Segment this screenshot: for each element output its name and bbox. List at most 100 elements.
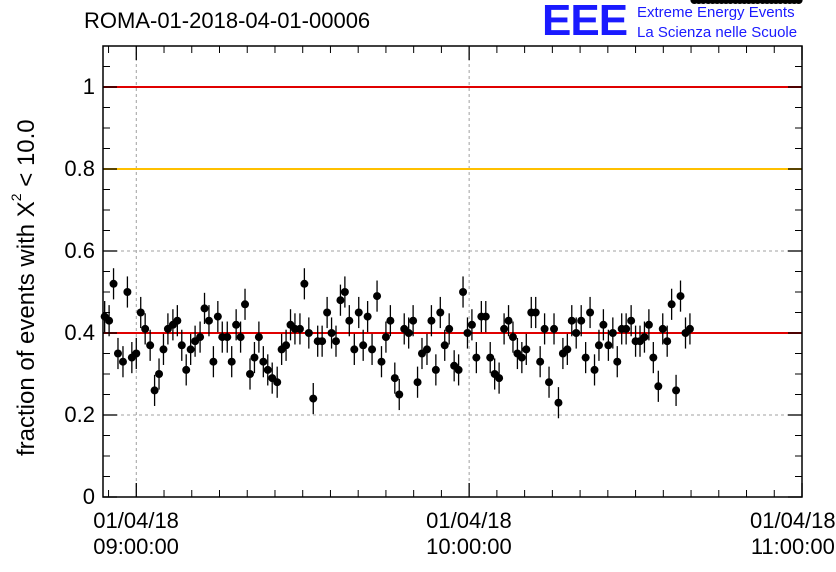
data-point xyxy=(504,305,513,337)
marker xyxy=(123,288,132,296)
data-point xyxy=(608,317,617,349)
data-point xyxy=(517,342,526,374)
marker xyxy=(223,333,232,342)
data-point xyxy=(246,358,255,390)
axis-ticks xyxy=(103,46,803,498)
marker xyxy=(377,357,386,366)
data-point xyxy=(431,354,440,386)
data-point xyxy=(454,354,463,386)
data-point xyxy=(563,333,572,365)
data-point xyxy=(594,329,603,361)
data-point xyxy=(472,342,481,374)
data-point xyxy=(236,321,245,353)
marker xyxy=(373,292,382,301)
data-point xyxy=(282,329,291,361)
marker xyxy=(594,341,603,350)
marker xyxy=(390,374,399,383)
data-point xyxy=(304,317,313,349)
data-point xyxy=(232,309,241,341)
data-point xyxy=(440,329,449,361)
marker xyxy=(581,353,590,362)
marker xyxy=(263,365,272,374)
marker xyxy=(213,312,222,321)
marker xyxy=(105,316,114,325)
marker xyxy=(422,345,431,354)
marker xyxy=(500,324,509,333)
marker xyxy=(146,341,155,350)
x-tick-label: 01/04/18 11:00:00 xyxy=(750,508,836,560)
marker xyxy=(200,304,209,313)
data-point xyxy=(481,301,490,333)
data-point xyxy=(540,313,549,345)
y-tick-label: 0 xyxy=(82,484,95,509)
data-point xyxy=(318,325,327,357)
data-point xyxy=(513,337,522,370)
data-point xyxy=(567,305,576,337)
marker xyxy=(572,329,581,337)
data-point xyxy=(554,387,563,419)
reference-lines xyxy=(103,86,802,334)
y-tick-label: 1 xyxy=(82,74,95,99)
data-point xyxy=(658,313,667,345)
marker xyxy=(118,357,127,366)
marker xyxy=(436,308,445,317)
logo-line-2: La Scienza nelle Scuole xyxy=(637,24,798,41)
data-point xyxy=(286,309,295,341)
marker xyxy=(640,333,649,342)
marker xyxy=(604,341,613,350)
x-tick-label: 01/04/18 10:00:00 xyxy=(426,508,512,560)
marker xyxy=(209,357,218,366)
data-point xyxy=(196,321,205,353)
data-point xyxy=(209,346,218,378)
data-point xyxy=(667,288,676,320)
data-point xyxy=(599,309,608,341)
data-point xyxy=(105,305,114,337)
data-point xyxy=(500,313,509,345)
x-tick-date: 01/04/18 xyxy=(426,508,512,533)
marker xyxy=(282,341,291,350)
data-point xyxy=(417,337,426,370)
data-point xyxy=(794,0,803,4)
data-point xyxy=(636,325,645,357)
marker xyxy=(250,353,259,362)
marker xyxy=(540,324,549,333)
marker xyxy=(599,320,608,329)
data-point xyxy=(604,329,613,361)
grid-lines xyxy=(103,46,803,497)
data-point xyxy=(467,309,476,341)
marker xyxy=(295,324,304,333)
marker xyxy=(150,386,159,395)
marker xyxy=(309,394,318,403)
marker xyxy=(113,349,122,358)
marker xyxy=(545,378,554,387)
marker xyxy=(413,378,422,387)
marker xyxy=(676,292,685,301)
data-point xyxy=(295,313,304,345)
marker xyxy=(232,320,241,329)
marker xyxy=(327,329,336,337)
marker xyxy=(323,308,332,317)
data-point xyxy=(586,296,595,329)
data-point xyxy=(676,280,685,312)
marker xyxy=(685,324,694,333)
data-point xyxy=(445,313,454,345)
data-point xyxy=(622,313,631,345)
data-point xyxy=(254,321,263,353)
data-point xyxy=(400,313,409,345)
marker xyxy=(395,390,404,399)
marker xyxy=(613,357,622,366)
data-point xyxy=(345,305,354,337)
data-point xyxy=(436,296,445,329)
marker xyxy=(472,353,481,362)
marker xyxy=(368,345,377,354)
data-point xyxy=(685,313,694,345)
marker xyxy=(132,349,141,358)
marker xyxy=(336,296,345,305)
data-point xyxy=(613,346,622,378)
marker xyxy=(246,370,255,378)
marker xyxy=(431,365,440,374)
data-point xyxy=(672,374,681,406)
y-tick-label: 0.2 xyxy=(64,402,95,427)
data-point xyxy=(223,321,232,353)
